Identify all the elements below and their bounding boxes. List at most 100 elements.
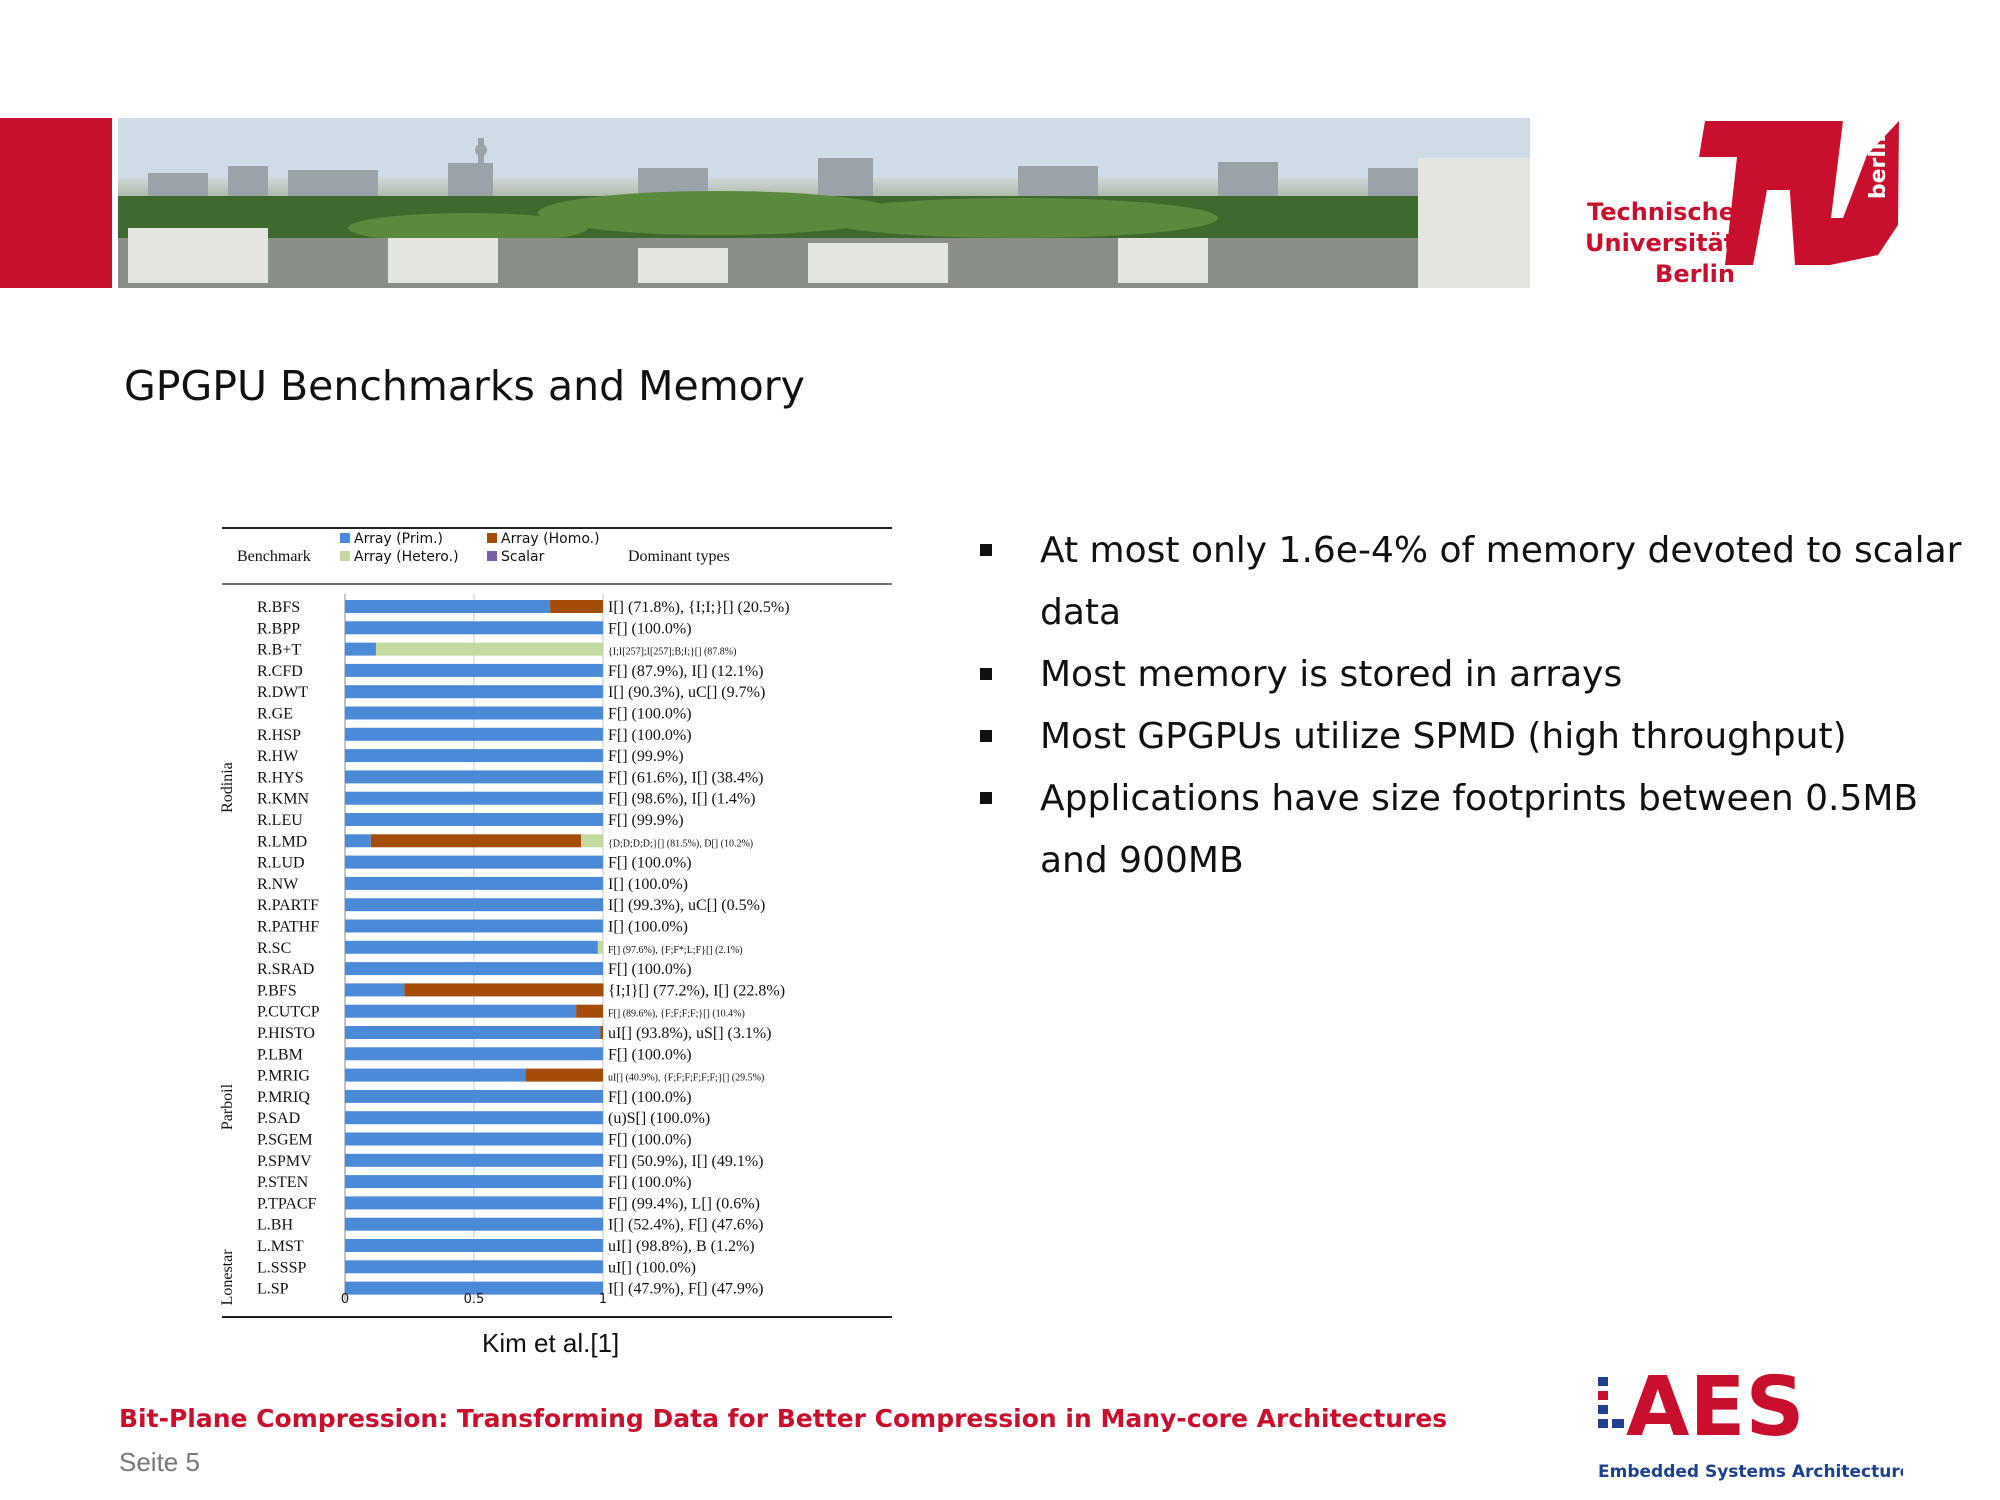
benchmark-label: R.LMD <box>257 833 307 850</box>
benchmark-label: R.GE <box>257 706 293 723</box>
dominant-type-label: F[] (100.0%) <box>608 961 692 978</box>
dominant-type-label: F[] (100.0%) <box>608 1132 692 1149</box>
benchmark-chart: Benchmark Dominant types Array (Prim.) Arra… <box>210 518 900 1318</box>
bar-segment <box>597 940 603 954</box>
slide-title: GPGPU Benchmarks and Memory <box>124 362 805 410</box>
bar-segment <box>345 1004 577 1018</box>
benchmark-label: P.MRIQ <box>257 1089 310 1106</box>
dominant-type-label: I[] (71.8%), {I;I;}[] (20.5%) <box>608 599 790 616</box>
legend-label: Array (Hetero.) <box>354 549 459 565</box>
bar-segment <box>404 983 604 997</box>
header-dominant-types: Dominant types <box>628 548 730 565</box>
bullet-square-icon <box>980 792 992 804</box>
bullet-text: At most only 1.6e-4% of memory devoted t… <box>1040 530 1962 633</box>
group-label: Parboil <box>219 1083 236 1130</box>
benchmark-label: R.HW <box>257 748 299 765</box>
legend-swatch <box>340 533 350 543</box>
chart-citation: Kim et al.[1] <box>482 1328 620 1358</box>
benchmark-label: R.KMN <box>257 791 309 808</box>
university-line-3: Berlin <box>1655 260 1735 288</box>
bar-segment <box>345 940 598 954</box>
bar-segment <box>345 727 603 741</box>
bar-segment <box>345 855 603 869</box>
bar-segment <box>345 642 376 656</box>
aes-logo-mark <box>1598 1377 1624 1428</box>
benchmark-label: R.NW <box>257 876 299 893</box>
header-benchmark: Benchmark <box>237 548 311 565</box>
bullet-square-icon <box>980 730 992 742</box>
legend-label: Array (Prim.) <box>354 531 443 547</box>
bar-segment <box>345 898 603 912</box>
dominant-type-label: uI[] (93.8%), uS[] (3.1%) <box>608 1025 772 1042</box>
bar-segment <box>345 962 603 976</box>
bar-segment <box>370 834 582 848</box>
bullet-text: Most GPGPUs utilize SPMD (high throughpu… <box>1040 716 1847 757</box>
dominant-type-label: F[] (89.6%), {F;F;F;F;}[] (10.4%) <box>608 1009 745 1020</box>
dominant-type-label: F[] (99.9%) <box>608 812 684 829</box>
dominant-type-label: I[] (52.4%), F[] (47.6%) <box>608 1217 764 1234</box>
legend-label: Scalar <box>501 549 545 565</box>
benchmark-label: R.SRAD <box>257 961 314 978</box>
dominant-type-label: uI[] (98.8%), B (1.2%) <box>608 1238 755 1255</box>
benchmark-label: P.TPACF <box>257 1195 317 1212</box>
bullet-item: Most GPGPUs utilize SPMD (high throughpu… <box>975 706 1975 768</box>
benchmark-label: P.LBM <box>257 1046 303 1063</box>
bar-segment <box>345 1239 603 1252</box>
bullet-square-icon <box>980 544 992 556</box>
bullet-text: Applications have size footprints betwee… <box>1040 778 1919 881</box>
bar-segment <box>550 600 603 613</box>
dominant-type-label: F[] (98.6%), I[] (1.4%) <box>608 791 756 808</box>
dominant-type-label: F[] (100.0%) <box>608 1046 692 1063</box>
benchmark-label: P.SGEM <box>257 1132 313 1149</box>
benchmark-label: R.LEU <box>257 812 303 829</box>
dominant-type-label: uI[] (40.9%), {F;F;F;F;F;F;}[] (29.5%) <box>608 1073 764 1084</box>
dominant-type-label: I[] (100.0%) <box>608 919 688 936</box>
benchmark-label: R.PATHF <box>257 919 319 936</box>
legend-swatch <box>487 551 497 561</box>
bar-segment <box>345 1175 603 1189</box>
benchmark-chart-svg: Benchmark Dominant types Array (Prim.) Arra… <box>219 527 892 1318</box>
benchmark-label: P.MRIG <box>257 1068 310 1085</box>
x-tick-label: 0.5 <box>464 1292 485 1307</box>
dominant-type-label: F[] (100.0%) <box>608 855 692 872</box>
bar-segment <box>345 621 603 635</box>
dominant-type-label: F[] (99.4%), L[] (0.6%) <box>608 1195 760 1212</box>
bar-segment <box>375 642 603 656</box>
bar-segment <box>345 1089 603 1103</box>
bar-segment <box>345 600 551 613</box>
bullet-item: At most only 1.6e-4% of memory devoted t… <box>975 520 1975 644</box>
benchmark-label: R.PARTF <box>257 897 319 914</box>
bar-segment <box>345 706 603 720</box>
benchmark-label: R.LUD <box>257 855 305 872</box>
bar-segment <box>345 1132 603 1146</box>
benchmark-label: L.SP <box>257 1281 289 1298</box>
bullet-list: At most only 1.6e-4% of memory devoted t… <box>975 520 1975 892</box>
footer-title: Bit-Plane Compression: Transforming Data… <box>119 1404 1448 1433</box>
dominant-type-label: (u)S[] (100.0%) <box>608 1110 710 1127</box>
benchmark-label: R.BFS <box>257 599 300 616</box>
bullet-item: Most memory is stored in arrays <box>975 644 1975 706</box>
benchmark-label: P.STEN <box>257 1174 309 1191</box>
benchmark-label: P.SAD <box>257 1110 300 1127</box>
bullet-item: Applications have size footprints betwee… <box>975 768 1975 892</box>
university-line-1: Technische <box>1587 198 1735 226</box>
dominant-type-label: {I;I}[] (77.2%), I[] (22.8%) <box>608 982 785 999</box>
benchmark-label: R.BPP <box>257 620 300 637</box>
dominant-type-label: F[] (50.9%), I[] (49.1%) <box>608 1153 764 1170</box>
legend-label: Array (Homo.) <box>501 531 600 547</box>
bar-segment <box>345 791 603 805</box>
dominant-type-label: F[] (97.6%), {F;F*;L;F}[] (2.1%) <box>608 945 743 956</box>
group-label: Rodinia <box>219 762 236 813</box>
bar-segment <box>345 1217 603 1231</box>
benchmark-label: P.CUTCP <box>257 1004 320 1021</box>
dominant-type-label: F[] (100.0%) <box>608 706 692 723</box>
dominant-type-label: F[] (100.0%) <box>608 727 692 744</box>
bar-segment <box>345 919 603 933</box>
benchmark-label: P.SPMV <box>257 1153 312 1170</box>
bar-segment <box>345 1153 603 1167</box>
dominant-type-label: F[] (100.0%) <box>608 620 692 637</box>
dominant-type-label: {D;D;D;D;}[] (81.5%), D[] (10.2%) <box>608 838 753 849</box>
university-line-2: Universität <box>1585 229 1736 257</box>
aes-logo: AES Embedded Systems Architecture <box>1598 1360 1911 1485</box>
benchmark-label: P.HISTO <box>257 1025 315 1042</box>
